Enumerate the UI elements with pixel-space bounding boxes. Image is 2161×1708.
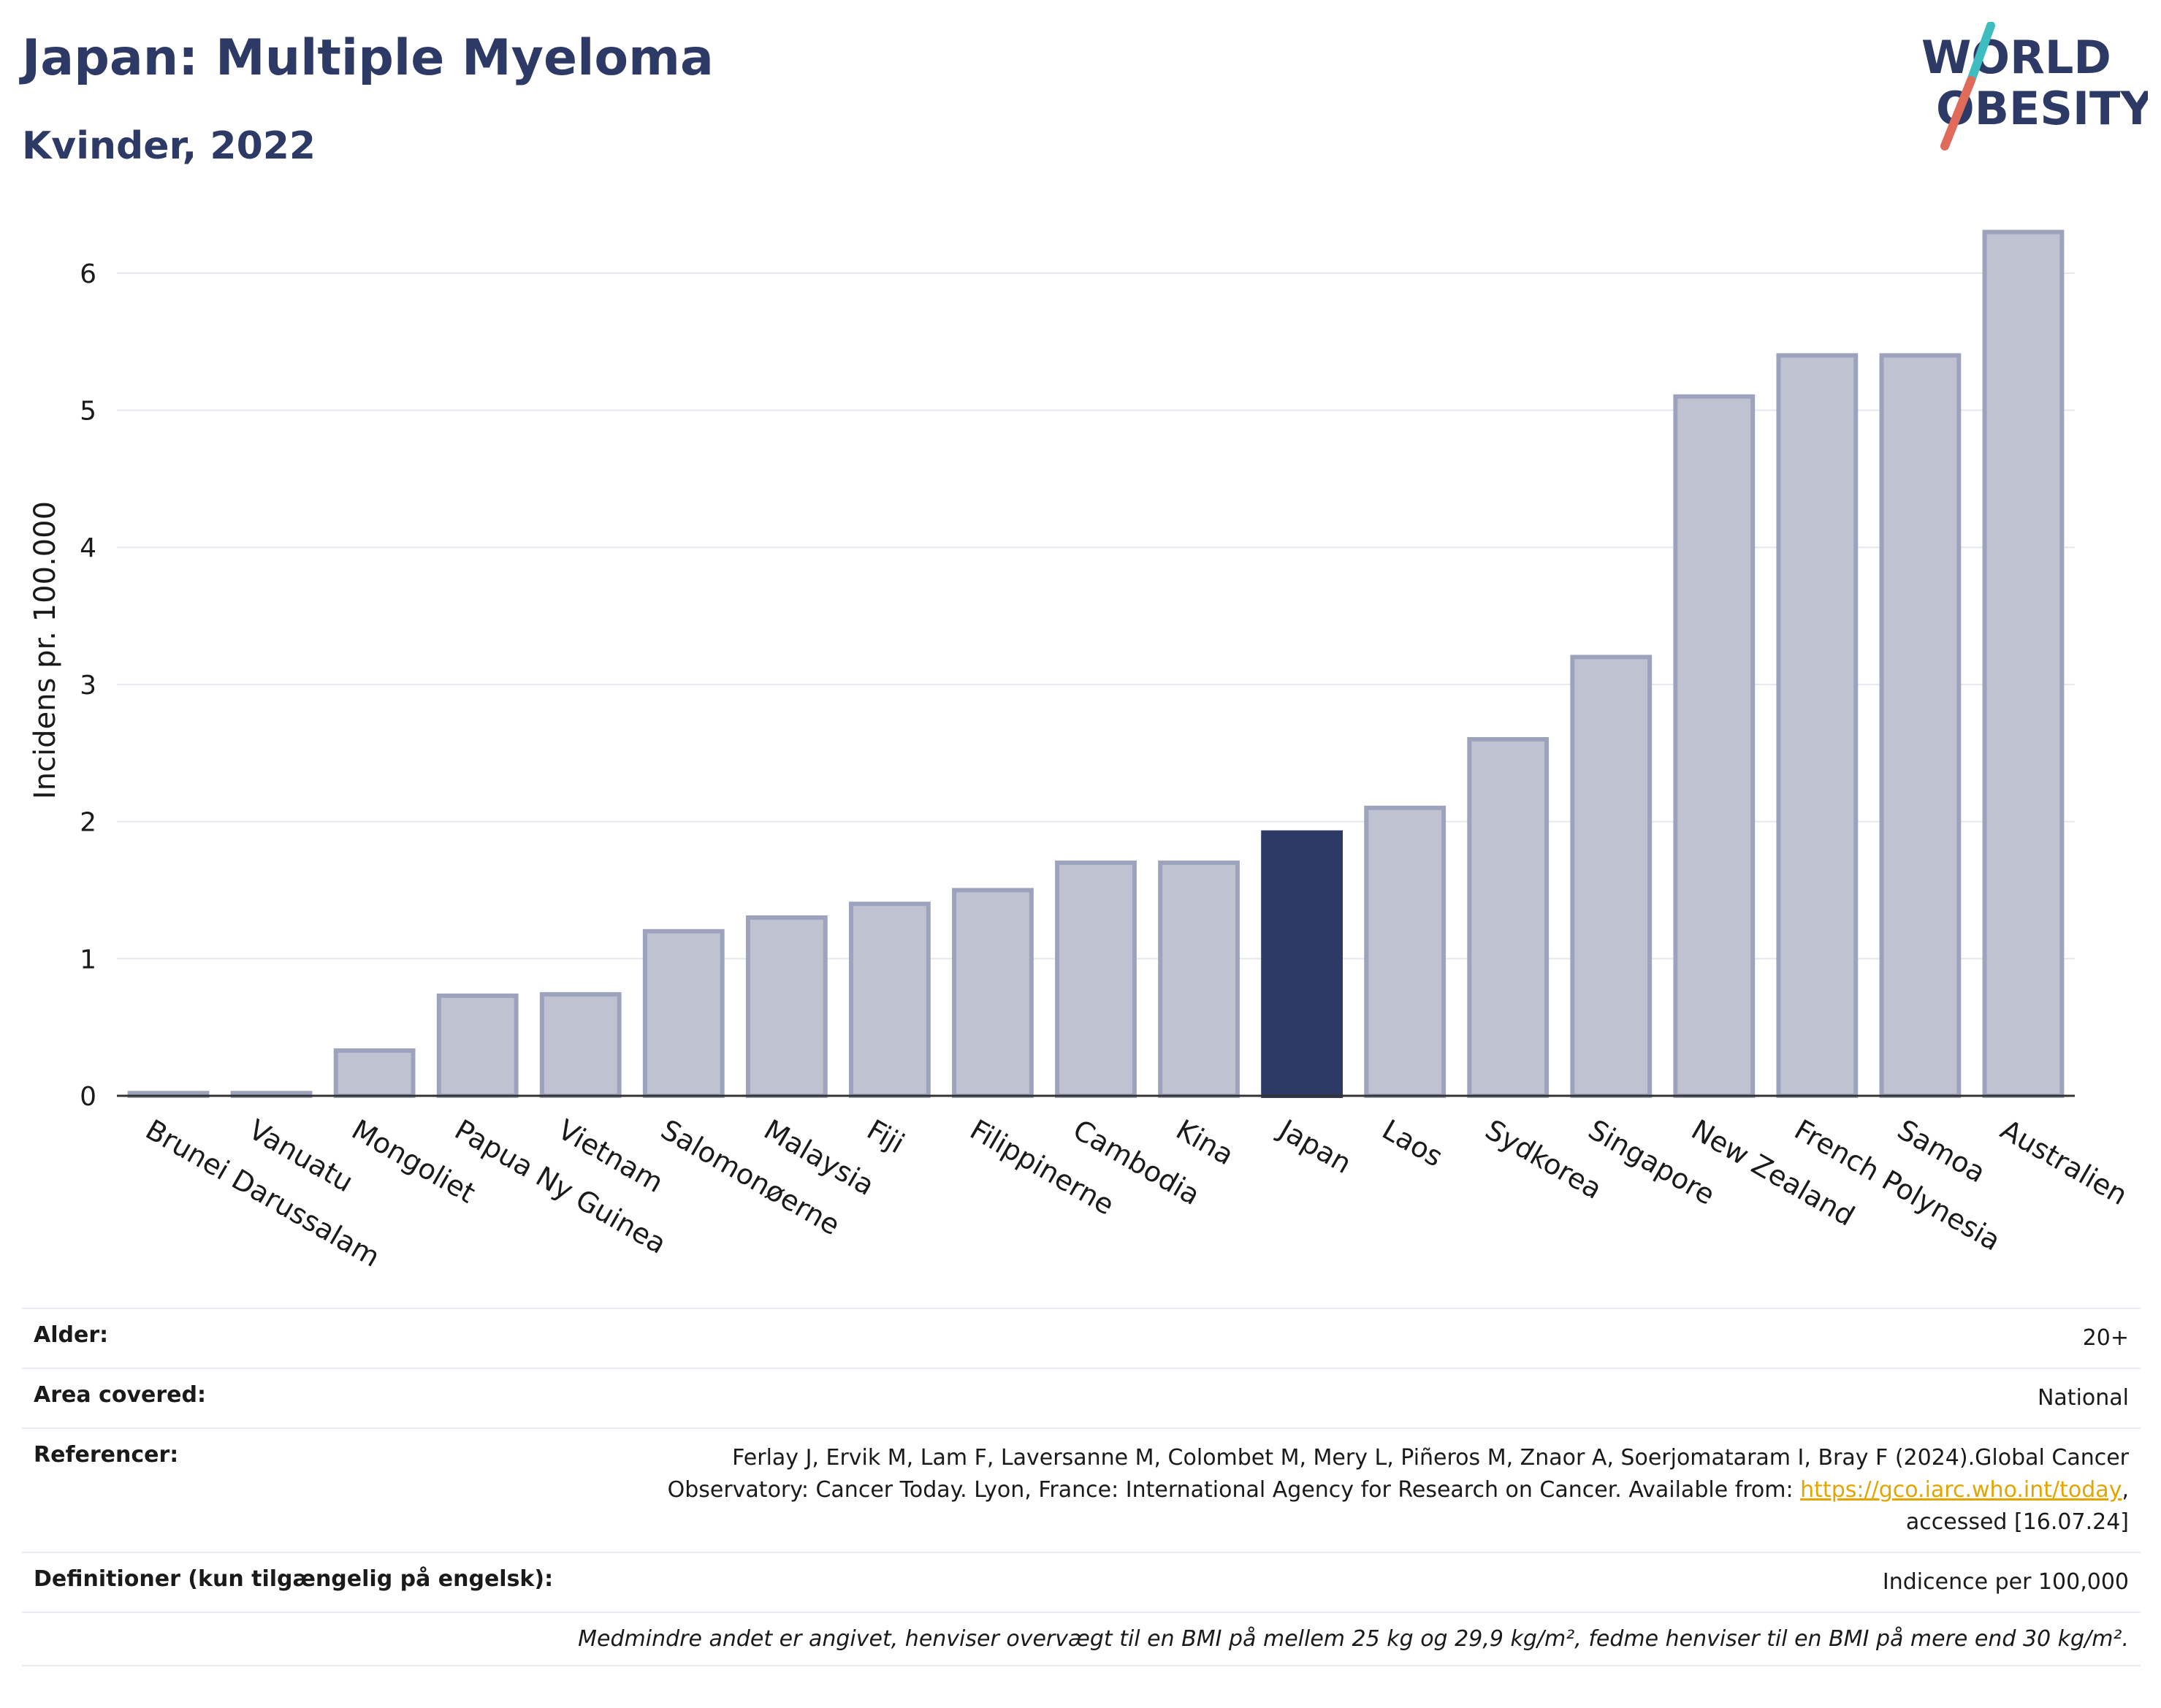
bar-japan xyxy=(1261,830,1344,1098)
bars xyxy=(127,229,2065,1099)
y-axis-ticks: 0 1 2 3 4 5 6 xyxy=(80,259,96,1112)
bar-new-zealand xyxy=(1673,394,1756,1098)
x-tick-label: Fiji xyxy=(861,1113,910,1159)
bar-australien xyxy=(1982,229,2065,1098)
age-value: 20+ xyxy=(601,1308,2141,1368)
x-tick-label: Salomonøerne xyxy=(655,1113,845,1241)
y-tick-label: 5 xyxy=(80,397,96,427)
reference-line-3: accessed [16.07.24] xyxy=(1905,1509,2129,1535)
x-tick-label: Laos xyxy=(1377,1113,1449,1173)
page-subtitle: Kvinder, 2022 xyxy=(22,124,316,168)
metadata-table: Alder: 20+ Area covered: National Refere… xyxy=(22,1308,2141,1666)
footnote: Medmindre andet er angivet, henviser ove… xyxy=(22,1612,2141,1666)
meta-row-definitions: Definitioner (kun tilgængelig på engelsk… xyxy=(22,1552,2141,1612)
y-tick-label: 1 xyxy=(80,945,96,975)
bar-cambodia xyxy=(1055,860,1137,1099)
references-value: Ferlay J, Ervik M, Lam F, Laversanne M, … xyxy=(601,1427,2141,1552)
meta-row-age: Alder: 20+ xyxy=(22,1308,2141,1368)
bar-samoa xyxy=(1879,353,1962,1098)
bar-fiji xyxy=(849,901,931,1098)
bar-papua-ny-guinea xyxy=(436,993,519,1098)
y-tick-label: 3 xyxy=(80,671,96,701)
logo-text-world: WORLD xyxy=(1921,31,2111,84)
bar-sydkorea xyxy=(1467,737,1550,1098)
bar-vietnam xyxy=(539,992,622,1098)
y-tick-label: 4 xyxy=(80,533,96,563)
logo-slash-red xyxy=(1940,76,1975,150)
page-title: Japan: Multiple Myeloma xyxy=(22,29,714,87)
meta-row-references: Referencer: Ferlay J, Ervik M, Lam F, La… xyxy=(22,1427,2141,1552)
bar-mongoliet xyxy=(333,1048,416,1098)
definitions-label: Definitioner (kun tilgængelig på engelsk… xyxy=(22,1552,601,1612)
x-tick-label: Kina xyxy=(1171,1113,1240,1172)
bar-chart: 0 1 2 3 4 5 6 Brunei DarussalamVanuatuMongolie… xyxy=(28,229,2133,1273)
reference-link[interactable]: https://gco.iarc.who.int/today xyxy=(1800,1477,2122,1503)
x-tick-label: Japan xyxy=(1273,1113,1357,1180)
y-tick-label: 0 xyxy=(80,1082,96,1112)
x-tick-label: Australien xyxy=(1995,1113,2133,1211)
bar-laos xyxy=(1364,805,1447,1099)
x-tick-label: Sydkorea xyxy=(1480,1113,1608,1205)
world-obesity-logo: WORLD OBESITY xyxy=(1921,22,2148,150)
age-label: Alder: xyxy=(22,1308,601,1368)
y-tick-label: 6 xyxy=(80,259,96,289)
area-label: Area covered: xyxy=(22,1368,601,1428)
bar-kina xyxy=(1158,860,1240,1099)
meta-row-area: Area covered: National xyxy=(22,1368,2141,1428)
y-tick-label: 2 xyxy=(80,808,96,838)
meta-row-note: Medmindre andet er angivet, henviser ove… xyxy=(22,1612,2141,1666)
bar-singapore xyxy=(1570,655,1653,1098)
definitions-value: Indicence per 100,000 xyxy=(601,1552,2141,1612)
bar-french-polynesia xyxy=(1776,353,1859,1098)
reference-line-1: Ferlay J, Ervik M, Lam F, Laversanne M, … xyxy=(732,1445,2129,1471)
bar-malaysia xyxy=(745,915,828,1098)
y-axis-label: Incidens pr. 100.000 xyxy=(28,501,62,799)
area-value: National xyxy=(601,1368,2141,1428)
bar-salomonøerne xyxy=(642,929,725,1099)
reference-line-2: Observatory: Cancer Today. Lyon, France:… xyxy=(667,1477,1794,1503)
bar-filippinerne xyxy=(952,888,1034,1098)
logo-slash-teal xyxy=(1967,22,1995,85)
references-label: Referencer: xyxy=(22,1427,601,1552)
